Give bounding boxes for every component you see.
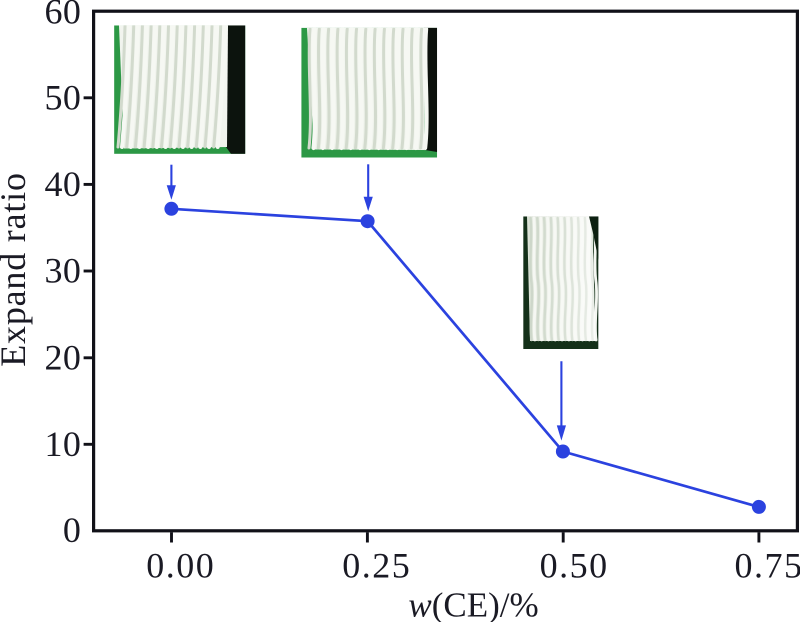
svg-text:0: 0 xyxy=(63,510,81,550)
svg-text:50: 50 xyxy=(44,77,81,117)
svg-text:60: 60 xyxy=(44,0,81,32)
svg-text:0.50: 0.50 xyxy=(540,546,609,586)
svg-text:0.75: 0.75 xyxy=(735,546,800,586)
svg-text:0.25: 0.25 xyxy=(342,546,411,586)
svg-text:w(CE)/%: w(CE)/% xyxy=(408,586,538,622)
svg-text:30: 30 xyxy=(44,251,81,291)
svg-text:0.00: 0.00 xyxy=(146,546,215,586)
svg-text:40: 40 xyxy=(44,164,81,204)
svg-text:10: 10 xyxy=(44,424,81,464)
svg-text:20: 20 xyxy=(44,337,81,377)
svg-text:Expand ratio: Expand ratio xyxy=(0,172,33,367)
